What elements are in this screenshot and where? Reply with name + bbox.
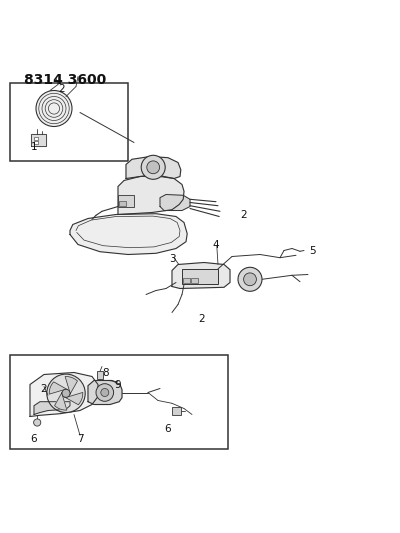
Polygon shape [118, 175, 184, 214]
Circle shape [238, 268, 262, 292]
Text: 3: 3 [169, 254, 175, 263]
Polygon shape [126, 157, 181, 179]
Circle shape [62, 389, 70, 397]
Bar [119, 201, 126, 206]
Polygon shape [160, 195, 190, 211]
Bar [10, 354, 228, 448]
Text: 7: 7 [77, 434, 83, 445]
Text: 1: 1 [31, 141, 37, 151]
Text: 4: 4 [213, 239, 219, 249]
Polygon shape [172, 262, 230, 288]
Text: 6: 6 [30, 433, 36, 443]
Bar [191, 278, 198, 283]
Polygon shape [49, 382, 67, 394]
Bar [34, 141, 38, 144]
Circle shape [101, 389, 109, 397]
Text: 2: 2 [41, 384, 47, 393]
Bar [118, 195, 134, 207]
Bar [182, 269, 218, 284]
Bar [97, 372, 103, 379]
Circle shape [36, 91, 72, 126]
Circle shape [96, 384, 114, 401]
Polygon shape [65, 392, 83, 405]
Circle shape [244, 273, 256, 286]
Text: 6: 6 [165, 424, 171, 433]
Circle shape [141, 155, 165, 179]
Polygon shape [54, 392, 67, 410]
Polygon shape [34, 402, 70, 415]
Polygon shape [31, 134, 46, 146]
Circle shape [147, 161, 160, 174]
Text: 9: 9 [115, 379, 121, 390]
Polygon shape [88, 381, 122, 405]
Bar [183, 278, 190, 283]
Polygon shape [65, 376, 78, 394]
Polygon shape [30, 373, 98, 416]
Circle shape [47, 374, 85, 413]
Text: 2: 2 [59, 84, 65, 93]
Text: 8: 8 [103, 367, 109, 377]
Text: 2: 2 [241, 209, 247, 220]
Bar [10, 83, 128, 160]
Circle shape [34, 419, 41, 426]
Bar [172, 407, 181, 415]
Text: 8314 3600: 8314 3600 [24, 72, 106, 87]
Bar [34, 136, 38, 140]
Polygon shape [70, 214, 187, 254]
Text: 2: 2 [199, 313, 205, 324]
Text: 5: 5 [309, 246, 315, 255]
